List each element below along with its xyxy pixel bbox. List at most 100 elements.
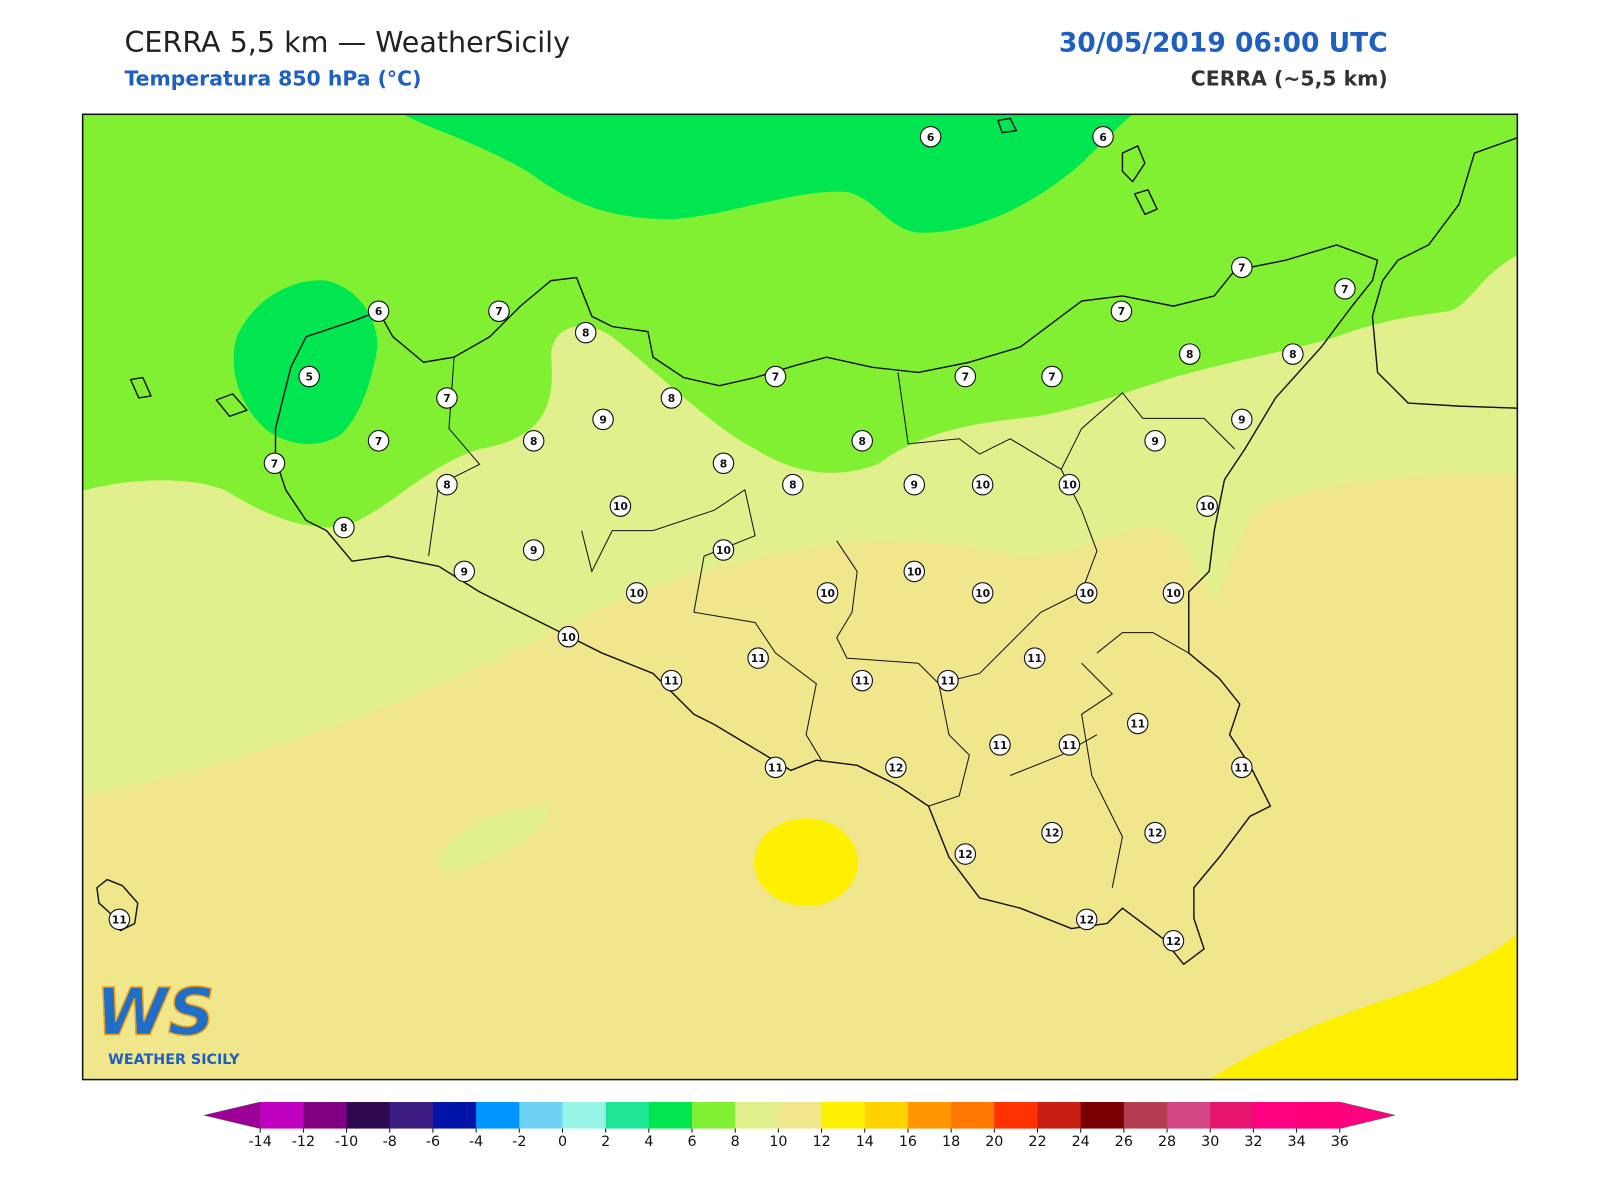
station-marker bbox=[885, 756, 907, 779]
station-marker bbox=[1110, 300, 1133, 322]
station: 10 bbox=[1058, 473, 1081, 496]
station-marker bbox=[298, 365, 320, 388]
field-6-8 bbox=[82, 114, 1518, 528]
station: 11 bbox=[747, 647, 769, 669]
colorbar-bin bbox=[1080, 1102, 1125, 1129]
station-value: 12 bbox=[1148, 827, 1163, 840]
station-value: 7 bbox=[1048, 371, 1055, 384]
field-8-10-blob bbox=[436, 806, 549, 872]
station-value: 9 bbox=[461, 565, 468, 578]
station-value: 10 bbox=[629, 587, 644, 600]
station-marker bbox=[367, 300, 390, 322]
station-marker bbox=[1144, 821, 1166, 844]
colorbar-bin bbox=[605, 1102, 650, 1129]
datetime: 30/05/2019 06:00 UTC bbox=[1059, 27, 1388, 58]
title: CERRA 5,5 km — WeatherSicily bbox=[124, 25, 570, 59]
station-marker bbox=[764, 756, 787, 779]
station-value: 6 bbox=[1099, 131, 1106, 144]
colorbar-bin bbox=[432, 1102, 477, 1129]
colorbar-tick-label: -6 bbox=[426, 1134, 440, 1150]
station: 9 bbox=[1231, 408, 1253, 431]
station-value: 6 bbox=[927, 131, 934, 144]
station-value: 7 bbox=[772, 371, 779, 384]
station-value: 12 bbox=[958, 848, 973, 861]
colorbar: -14 -12 -10 -8 -6 -4 -2 0 2 4 6 8 10 12 14 16 18 20 22 24 26… bbox=[204, 1101, 1395, 1150]
colorbar-tick-label: 34 bbox=[1288, 1134, 1306, 1150]
colorbar-tick-label: 10 bbox=[769, 1134, 787, 1150]
colorbar-tick-label: 0 bbox=[558, 1134, 567, 1150]
station-marker bbox=[1041, 821, 1063, 844]
station-value: 11 bbox=[664, 675, 679, 688]
station-value: 7 bbox=[495, 305, 502, 318]
island-aeolian bbox=[997, 117, 1158, 215]
colorbar-tick-label: 6 bbox=[687, 1134, 696, 1150]
station: 10 bbox=[625, 582, 648, 604]
colorbar-bin bbox=[1253, 1102, 1298, 1129]
station-value: 10 bbox=[1079, 587, 1094, 600]
station: 11 bbox=[1231, 756, 1253, 779]
station-marker bbox=[712, 452, 735, 475]
colorbar-tick-label: -12 bbox=[292, 1134, 315, 1150]
station: 9 bbox=[903, 473, 926, 496]
station-value: 7 bbox=[1118, 305, 1125, 318]
station: 7 bbox=[1334, 278, 1356, 300]
colorbar-tick-label: -14 bbox=[249, 1134, 272, 1150]
colorbar-tick-label: -8 bbox=[383, 1134, 397, 1150]
island-egadi bbox=[129, 376, 248, 418]
station-value: 7 bbox=[1238, 261, 1245, 274]
station: 11 bbox=[764, 756, 787, 779]
station-marker bbox=[1126, 712, 1149, 735]
station-marker bbox=[919, 125, 942, 148]
station-value: 11 bbox=[1027, 652, 1042, 665]
colorbar-bin bbox=[1167, 1102, 1211, 1129]
station: 12 bbox=[1075, 908, 1098, 931]
colorbar-bin bbox=[519, 1102, 563, 1129]
station-marker bbox=[522, 430, 545, 452]
station: 12 bbox=[1041, 821, 1063, 844]
station-marker bbox=[1058, 734, 1081, 756]
colorbar-tick-label: 20 bbox=[985, 1134, 1003, 1150]
station-marker bbox=[851, 430, 874, 452]
station: 8 bbox=[851, 430, 874, 452]
station: 10 bbox=[816, 582, 839, 604]
station: 7 bbox=[488, 300, 510, 322]
colorbar-tick-label: 26 bbox=[1115, 1134, 1133, 1150]
station-value: 10 bbox=[907, 565, 922, 578]
station-marker bbox=[453, 560, 476, 583]
station: 11 bbox=[937, 669, 959, 692]
station: 11 bbox=[1058, 734, 1081, 756]
colorbar-bin bbox=[1296, 1102, 1341, 1129]
station-value: 10 bbox=[975, 587, 990, 600]
station: 9 bbox=[1144, 430, 1166, 452]
station: 6 bbox=[367, 300, 390, 322]
colorbar-bin bbox=[907, 1102, 952, 1129]
station-marker bbox=[574, 321, 597, 344]
station-marker bbox=[660, 669, 683, 692]
station-value: 8 bbox=[340, 522, 347, 535]
station-value: 12 bbox=[1166, 935, 1181, 948]
station: 12 bbox=[885, 756, 907, 779]
station-marker bbox=[1162, 582, 1185, 604]
logo-mark: WS bbox=[96, 974, 215, 1050]
station-marker bbox=[1092, 125, 1114, 148]
station-marker bbox=[367, 430, 390, 452]
station-marker bbox=[712, 539, 735, 561]
station: 7 bbox=[764, 365, 787, 388]
station: 8 bbox=[1282, 343, 1304, 365]
station-marker bbox=[1179, 343, 1201, 365]
logo: WS WEATHER SICILY bbox=[95, 974, 240, 1069]
station: 7 bbox=[1110, 300, 1133, 322]
station-value: 10 bbox=[1200, 500, 1215, 513]
station-value: 7 bbox=[962, 371, 969, 384]
station: 10 bbox=[609, 495, 632, 517]
station: 9 bbox=[522, 539, 545, 561]
station-marker bbox=[1075, 582, 1098, 604]
station: 12 bbox=[1144, 821, 1166, 844]
station-value: 7 bbox=[443, 392, 450, 405]
station-value: 7 bbox=[1341, 283, 1348, 296]
station-marker bbox=[954, 843, 977, 865]
station: 8 bbox=[660, 387, 683, 409]
station-value: 9 bbox=[911, 479, 918, 492]
field-12-14-blob bbox=[754, 818, 859, 907]
